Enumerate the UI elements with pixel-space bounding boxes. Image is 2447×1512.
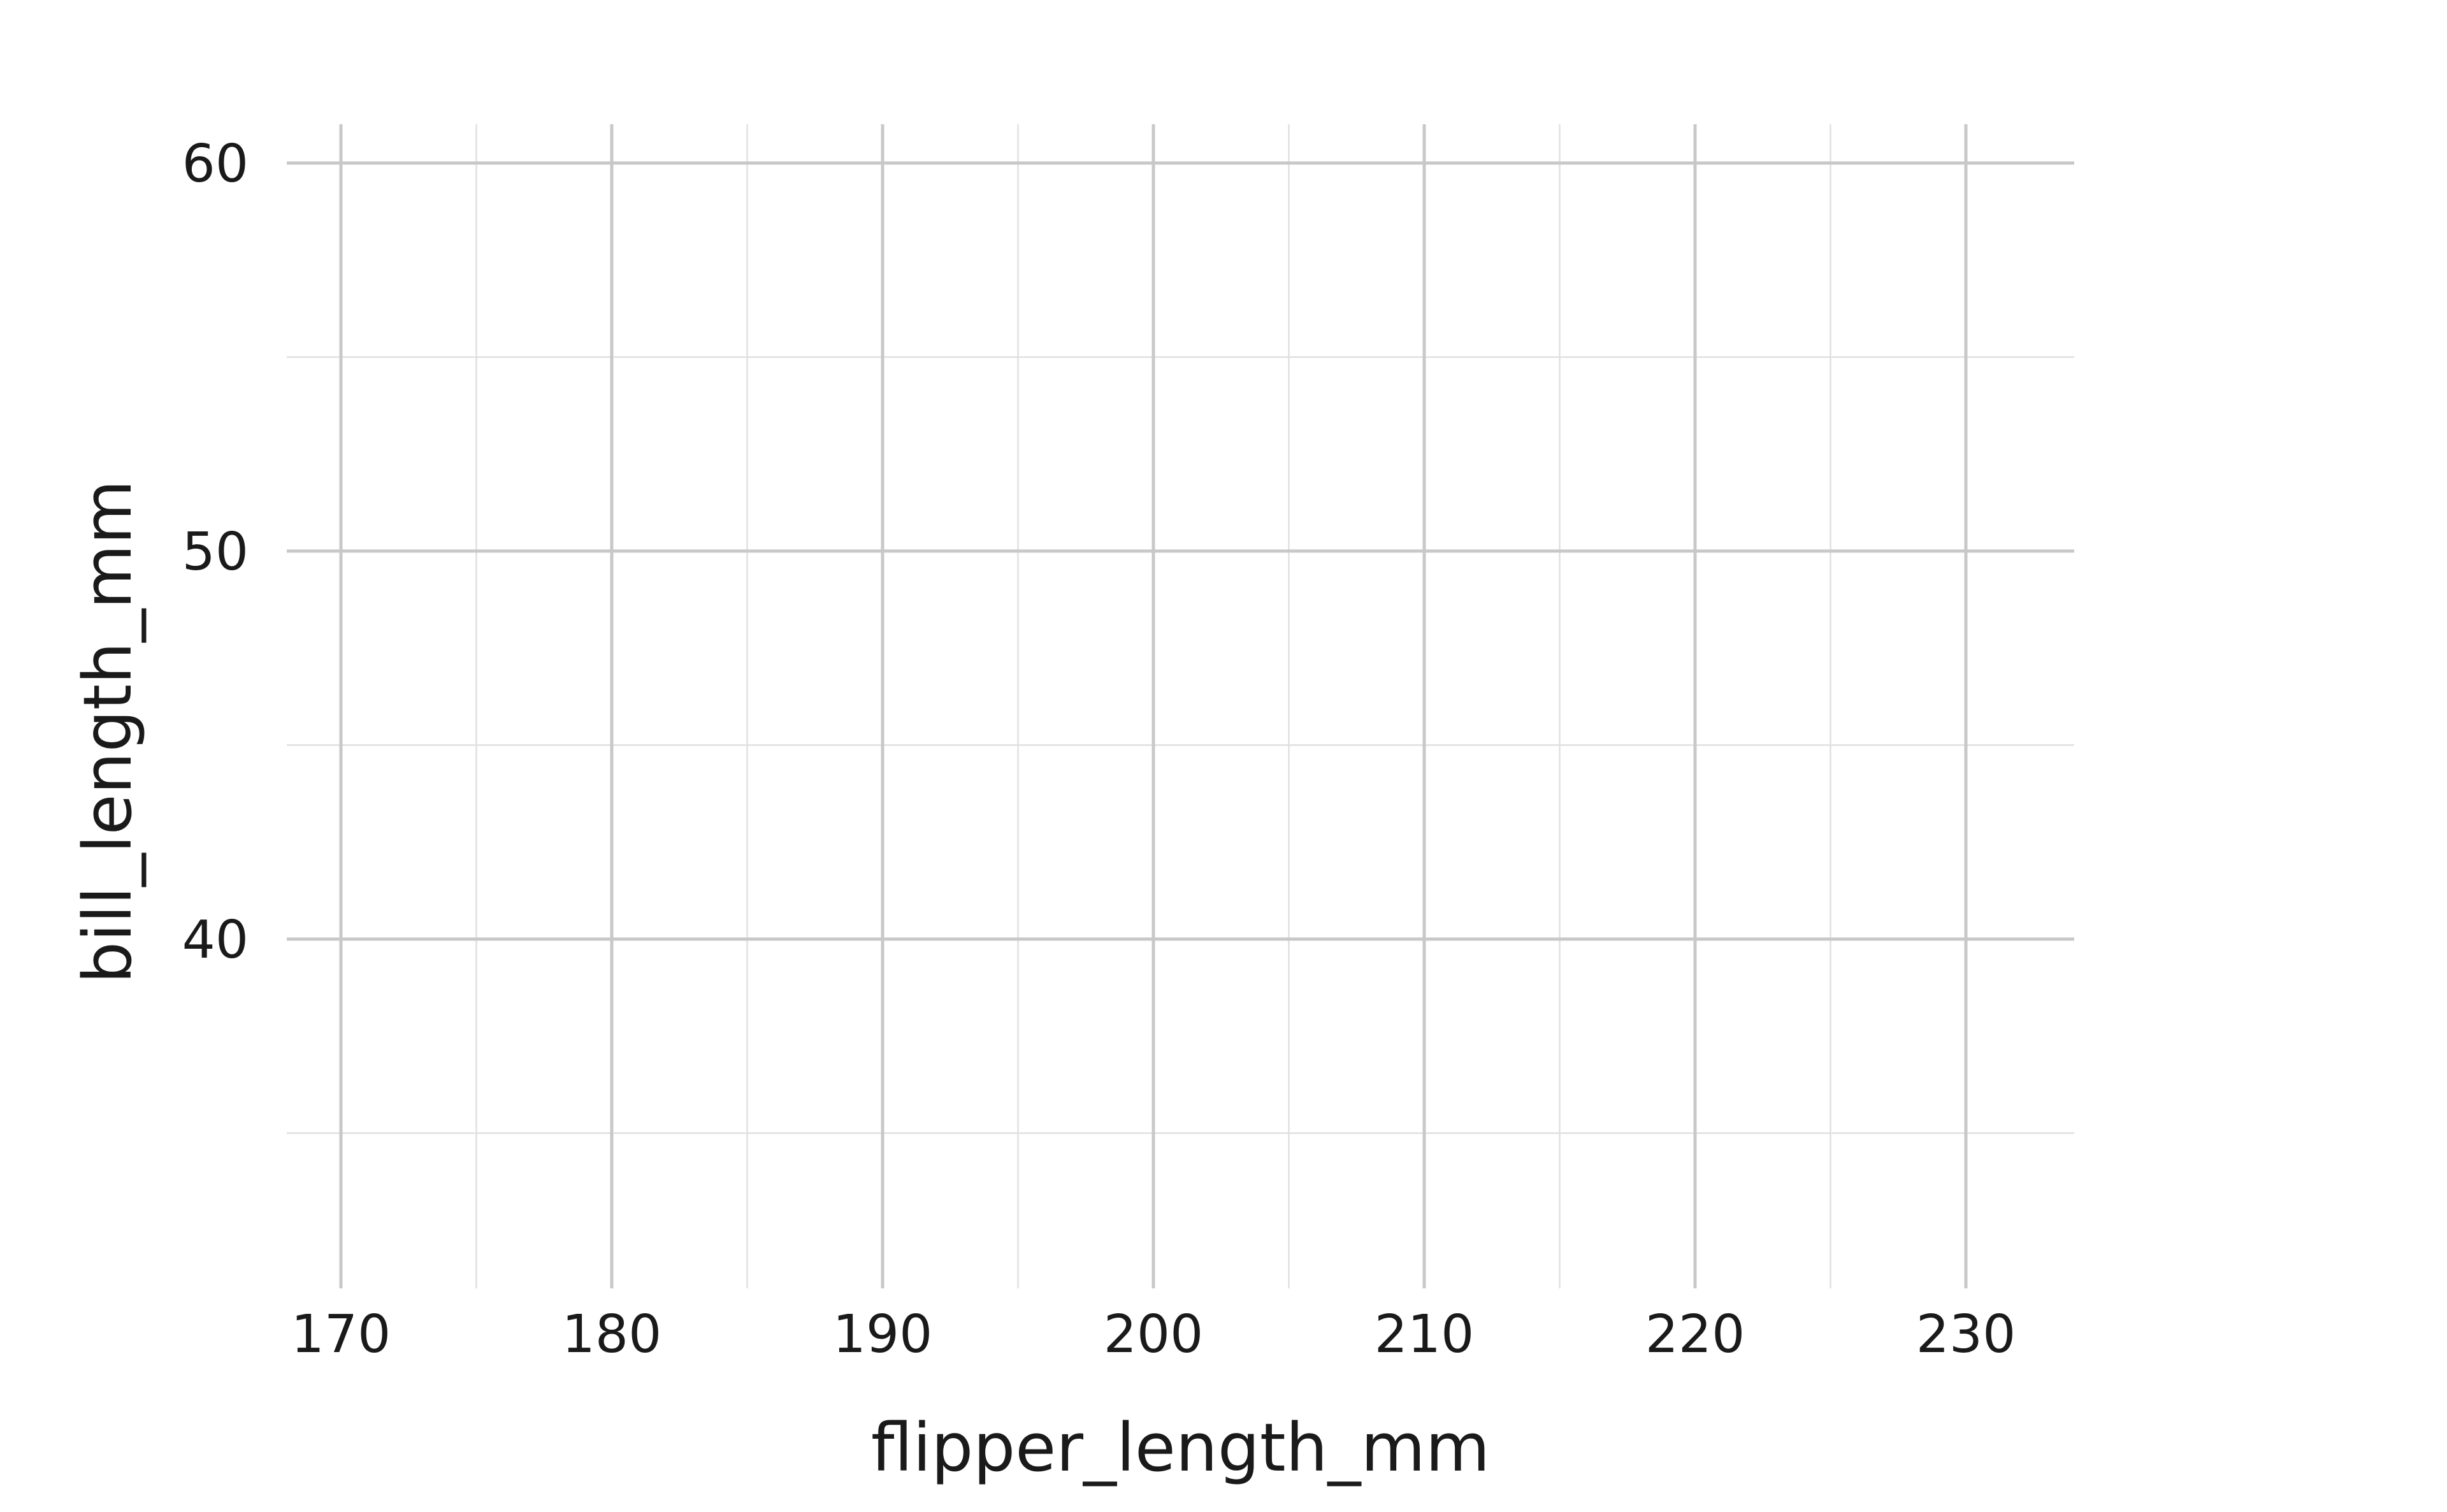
- x-tick-label: 230: [1916, 1304, 2016, 1365]
- x-tick-label: 220: [1645, 1304, 1745, 1365]
- x-tick-label: 200: [1104, 1304, 1204, 1365]
- x-tick-labels: 170 180 190 200 210 220 230: [291, 1304, 2016, 1365]
- x-axis-title: flipper_length_mm: [871, 1409, 1490, 1487]
- minor-gridlines: [287, 124, 2074, 1288]
- x-tick-label: 170: [291, 1304, 391, 1365]
- x-tick-label: 190: [833, 1304, 933, 1365]
- y-tick-label: 50: [182, 522, 249, 582]
- y-tick-label: 40: [182, 910, 249, 970]
- major-gridlines: [287, 124, 2074, 1288]
- y-tick-label: 60: [182, 134, 249, 194]
- y-tick-labels: 40 50 60: [182, 134, 249, 970]
- y-axis-title: bill_length_mm: [69, 480, 147, 984]
- x-tick-label: 180: [562, 1304, 662, 1365]
- x-tick-label: 210: [1375, 1304, 1475, 1365]
